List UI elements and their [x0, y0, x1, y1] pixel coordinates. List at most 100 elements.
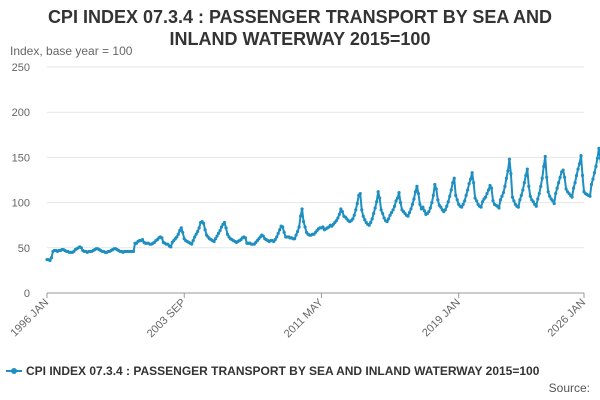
data-point — [597, 146, 600, 150]
data-point — [580, 173, 585, 178]
data-point — [574, 173, 579, 178]
data-point — [379, 208, 383, 212]
data-point — [376, 190, 380, 194]
data-point — [504, 176, 509, 180]
chart-title-line-2: INLAND WATERWAY 2015=100 — [169, 29, 431, 49]
data-point — [219, 225, 224, 229]
y-axis-unit-label: Index, base year = 100 — [10, 44, 133, 58]
data-point — [434, 187, 438, 191]
data-point — [191, 238, 195, 243]
data-point — [472, 181, 476, 185]
data-point — [564, 187, 568, 191]
data-point — [410, 202, 415, 207]
data-point — [475, 199, 479, 203]
data-point — [540, 176, 544, 180]
data-point — [534, 204, 538, 208]
data-point — [131, 249, 136, 254]
x-axis: 1996 JAN 2003 SEP 2011 MAY 2019 JAN 2026 JAN — [8, 292, 588, 340]
data-point — [433, 182, 437, 187]
data-point — [577, 162, 582, 166]
data-point — [361, 214, 365, 218]
data-point — [421, 205, 425, 209]
data-point — [415, 184, 419, 188]
data-point — [48, 258, 52, 263]
data-point — [409, 207, 413, 211]
data-point — [398, 201, 403, 205]
data-point — [480, 200, 485, 204]
data-point — [489, 186, 494, 190]
y-tick-label-100: 100 — [12, 198, 30, 210]
data-point — [336, 216, 340, 220]
data-point — [557, 181, 561, 185]
data-point — [576, 167, 580, 171]
data-point — [275, 235, 279, 239]
y-tick-label-200: 200 — [12, 107, 30, 119]
data-point — [592, 171, 597, 175]
data-point — [591, 177, 595, 181]
data-point — [548, 194, 552, 198]
data-point — [449, 188, 453, 192]
data-point — [337, 212, 341, 216]
source-label: Source: — [548, 381, 590, 395]
data-point — [369, 220, 373, 225]
data-point — [594, 164, 598, 169]
data-point — [588, 194, 592, 198]
data-point — [392, 204, 397, 208]
data-point — [225, 232, 230, 236]
x-tick-label: 2011 MAY — [282, 296, 326, 340]
data-point — [300, 207, 304, 211]
data-point — [454, 193, 458, 197]
data-point — [160, 236, 164, 240]
data-point — [443, 208, 447, 212]
data-point — [537, 191, 541, 196]
data-point — [416, 191, 421, 196]
data-point — [461, 202, 465, 207]
data-point — [539, 184, 543, 188]
data-point — [483, 195, 488, 199]
data-point — [282, 230, 286, 235]
data-point — [428, 206, 432, 210]
data-point — [334, 219, 338, 223]
legend-series-marker — [6, 365, 22, 377]
data-point — [196, 229, 200, 234]
data-point — [381, 211, 385, 216]
data-point — [176, 232, 180, 236]
data-point — [385, 219, 389, 224]
data-point — [518, 198, 522, 202]
data-point — [528, 194, 532, 198]
series-line — [47, 147, 600, 262]
data-point — [49, 256, 54, 260]
chart-title: CPI INDEX 07.3.4 : PASSENGER TRANSPORT B… — [0, 6, 600, 50]
data-point — [466, 188, 470, 192]
data-point — [243, 236, 247, 240]
legend[interactable]: CPI INDEX 07.3.4 : PASSENGER TRANSPORT B… — [6, 364, 600, 378]
y-tick-label-150: 150 — [12, 152, 30, 164]
data-point — [436, 198, 440, 202]
data-point — [563, 175, 567, 179]
data-point — [431, 193, 435, 197]
data-point — [367, 223, 371, 227]
data-point — [445, 204, 449, 208]
data-point — [216, 231, 221, 235]
data-point — [413, 190, 418, 194]
data-point — [261, 234, 265, 238]
data-point — [536, 197, 540, 201]
y-tick-label-250: 250 — [12, 62, 30, 74]
data-point — [430, 201, 434, 205]
data-point — [294, 233, 298, 237]
data-point — [203, 228, 207, 232]
series-group — [45, 146, 600, 263]
legend-series-label: CPI INDEX 07.3.4 : PASSENGER TRANSPORT B… — [26, 364, 540, 378]
data-point — [339, 207, 343, 211]
data-point — [545, 175, 549, 179]
data-point — [446, 200, 450, 204]
data-point — [373, 206, 377, 210]
data-point — [375, 200, 379, 204]
data-point — [554, 191, 558, 196]
data-point — [303, 225, 307, 229]
data-point — [412, 197, 416, 201]
data-point — [175, 235, 179, 239]
data-point — [281, 225, 285, 229]
data-point — [222, 220, 227, 225]
